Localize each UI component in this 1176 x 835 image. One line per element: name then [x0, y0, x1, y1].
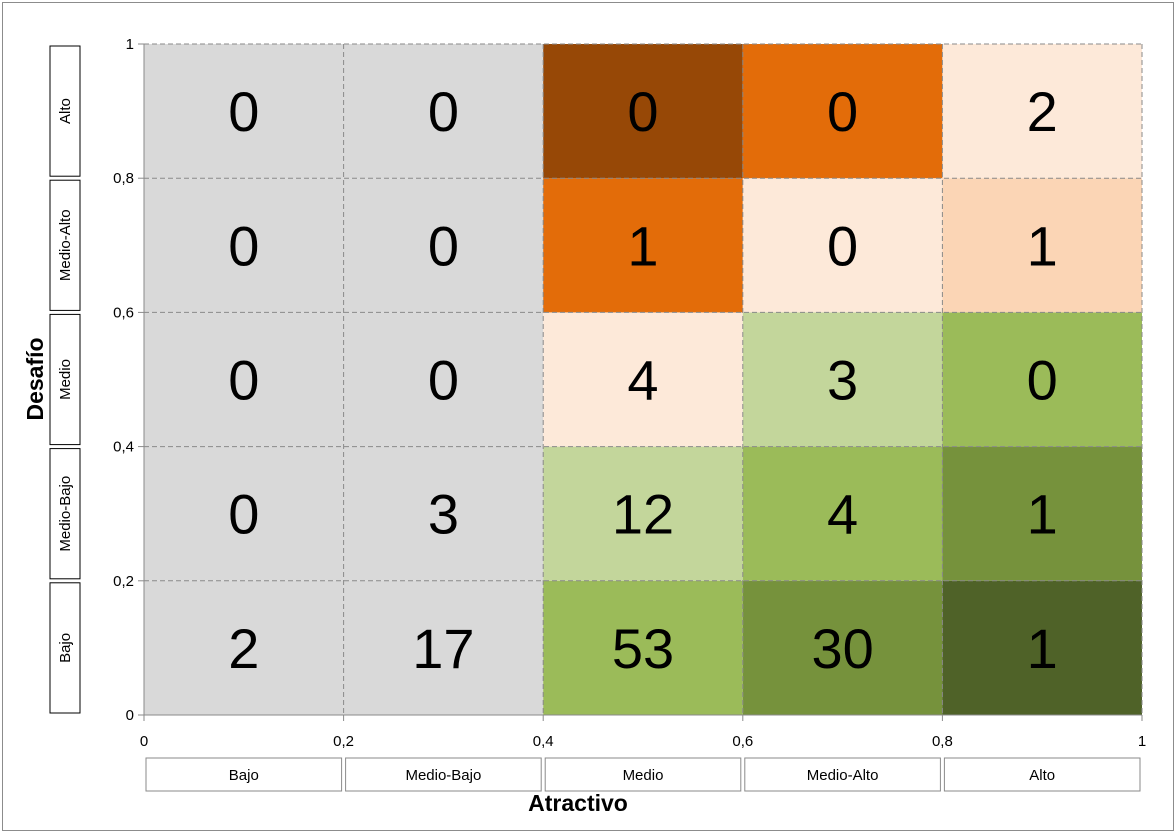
- x-category-label: Alto: [1029, 767, 1055, 784]
- heatmap-cell-r3-c3: [742, 178, 943, 313]
- heatmap-cell-r4-c4: [942, 44, 1142, 179]
- heatmap-cell-r3-c4: [942, 178, 1142, 313]
- heatmap-value-r2-c3: 3: [827, 349, 858, 412]
- heatmap-value-r3-c1: 0: [428, 214, 459, 277]
- heatmap-cell-r3-c0: [144, 178, 344, 313]
- heatmap-value-r0-c1: 17: [412, 617, 474, 680]
- axes-layer: 0 0,2 0,4 0,6 0,8 1 0 0,2 0,4 0,6 0,8 1: [113, 36, 1146, 750]
- heatmap-value-r4-c1: 0: [428, 80, 459, 143]
- y-tick-label: 0,2: [113, 573, 134, 590]
- heatmap-value-r4-c0: 0: [228, 80, 259, 143]
- x-tick-label: 0,2: [333, 733, 354, 750]
- y-category-box: [49, 448, 81, 580]
- x-tick-label: 1: [1138, 733, 1146, 750]
- y-tick-label: 0,4: [113, 439, 134, 456]
- x-category-box: [744, 757, 941, 792]
- heatmap-chart: 2 17 53 30 10 3 12 4 10 0 4 3 00 0 1 0 10 0 0 0 2 0 0,2 0,4 0,6…: [22, 36, 1146, 816]
- y-axis-title: Desafío: [22, 337, 48, 420]
- heatmap-cell-r1-c1: [343, 446, 544, 581]
- heatmap-cell-r2-c1: [343, 312, 544, 447]
- x-tick-label: 0,8: [932, 733, 953, 750]
- y-tick-label: 0,8: [113, 170, 134, 187]
- y-category-box: [49, 313, 81, 446]
- heatmap-value-r3-c2: 1: [627, 214, 658, 277]
- cells-layer: [144, 44, 1142, 715]
- heatmap-value-r3-c4: 1: [1027, 214, 1058, 277]
- heatmap-value-r0-c4: 1: [1027, 617, 1058, 680]
- heatmap-cell-r1-c0: [144, 446, 344, 581]
- heatmap-cell-r2-c4: [942, 312, 1142, 447]
- y-tick-label: 0,6: [113, 304, 134, 321]
- heatmap-value-r4-c3: 0: [827, 80, 858, 143]
- heatmap-cell-r0-c3: [742, 580, 943, 715]
- heatmap-value-r2-c1: 0: [428, 349, 459, 412]
- heatmap-value-r0-c2: 53: [612, 617, 674, 680]
- heatmap-cell-r4-c1: [343, 44, 544, 179]
- heatmap-cell-r1-c2: [543, 446, 743, 581]
- heatmap-value-r1-c3: 4: [827, 483, 858, 546]
- y-category-boxes: Bajo Medio-Bajo Medio Medio-Alto Alto: [49, 45, 81, 714]
- x-tick-label: 0,6: [732, 733, 753, 750]
- x-tick-label: 0,4: [533, 733, 554, 750]
- heatmap-cell-r0-c2: [543, 580, 743, 715]
- y-category-box: [49, 179, 81, 311]
- heatmap-value-r2-c0: 0: [228, 349, 259, 412]
- heatmap-cell-r4-c0: [144, 44, 344, 179]
- heatmap-cell-r0-c1: [343, 580, 544, 715]
- x-category-box: [345, 757, 542, 792]
- heatmap-value-r1-c1: 3: [428, 483, 459, 546]
- y-category-box: [49, 45, 81, 177]
- heatmap-value-r2-c2: 4: [627, 349, 658, 412]
- heatmap-cell-r2-c2: [543, 312, 743, 447]
- heatmap-cell-r4-c2: [543, 44, 743, 179]
- x-tick-label: 0: [140, 733, 148, 750]
- heatmap-value-r3-c3: 0: [827, 214, 858, 277]
- y-tick-label: 0: [126, 707, 134, 724]
- heatmap-cell-r0-c0: [144, 580, 344, 715]
- heatmap-cell-r3-c2: [543, 178, 743, 313]
- x-category-label: Medio-Alto: [807, 767, 879, 784]
- x-category-box: [145, 757, 343, 792]
- heatmap-cell-r1-c4: [942, 446, 1142, 581]
- x-category-label: Medio: [623, 767, 664, 784]
- heatmap-value-r3-c0: 0: [228, 214, 259, 277]
- y-category-box: [49, 582, 81, 714]
- heatmap-cell-r0-c4: [942, 580, 1142, 715]
- heatmap-cell-r2-c3: [742, 312, 943, 447]
- heatmap-value-r4-c4: 2: [1027, 80, 1058, 143]
- heatmap-cell-r4-c3: [742, 44, 943, 179]
- heatmap-cell-r1-c3: [742, 446, 943, 581]
- x-category-box: [943, 757, 1141, 792]
- y-category-label: Medio-Alto: [57, 209, 74, 281]
- y-category-label: Medio-Bajo: [57, 476, 74, 552]
- values-layer: 2 17 53 30 10 3 12 4 10 0 4 3 00 0 1 0 10 0 0 0 2: [228, 80, 1058, 680]
- heatmap-value-r1-c0: 0: [228, 483, 259, 546]
- x-category-boxes: Bajo Medio-Bajo Medio Medio-Alto Alto: [145, 757, 1141, 792]
- heatmap-cell-r3-c1: [343, 178, 544, 313]
- x-axis-title: Atractivo: [528, 790, 628, 816]
- heatmap-cell-r2-c0: [144, 312, 344, 447]
- x-category-box: [544, 757, 742, 792]
- heatmap-value-r0-c0: 2: [228, 617, 259, 680]
- x-category-label: Bajo: [229, 767, 259, 784]
- heatmap-value-r2-c4: 0: [1027, 349, 1058, 412]
- heatmap-value-r1-c2: 12: [612, 483, 674, 546]
- x-category-label: Medio-Bajo: [405, 767, 481, 784]
- y-category-label: Medio: [57, 359, 74, 400]
- heatmap-value-r4-c2: 0: [627, 80, 658, 143]
- heatmap-value-r1-c4: 1: [1027, 483, 1058, 546]
- heatmap-value-r0-c3: 30: [811, 617, 873, 680]
- y-category-label: Bajo: [57, 633, 74, 663]
- y-category-label: Alto: [57, 98, 74, 124]
- y-tick-label: 1: [126, 36, 134, 53]
